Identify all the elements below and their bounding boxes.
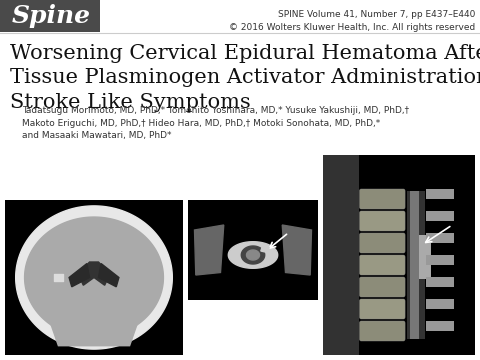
FancyBboxPatch shape <box>360 299 405 319</box>
FancyBboxPatch shape <box>360 277 405 297</box>
Bar <box>426 211 454 221</box>
Polygon shape <box>81 324 108 343</box>
Bar <box>419 235 431 279</box>
Bar <box>323 155 475 355</box>
Bar <box>407 191 425 339</box>
Bar <box>5 200 183 355</box>
Bar <box>426 233 454 243</box>
Polygon shape <box>194 225 224 275</box>
Polygon shape <box>261 245 269 252</box>
Bar <box>426 189 454 199</box>
Polygon shape <box>16 206 172 349</box>
Bar <box>323 155 360 355</box>
FancyBboxPatch shape <box>360 255 405 275</box>
Bar <box>426 255 454 265</box>
Bar <box>409 191 419 339</box>
Text: Worsening Cervical Epidural Hematoma After
Tissue Plasminogen Activator Administ: Worsening Cervical Epidural Hematoma Aft… <box>10 44 480 112</box>
Polygon shape <box>49 320 139 346</box>
Polygon shape <box>98 264 119 287</box>
Polygon shape <box>24 217 163 338</box>
Polygon shape <box>241 246 264 264</box>
Bar <box>426 321 454 331</box>
Text: Tadatsugu Morimoto, MD, PhD,* Tomohito Yoshihara, MD,* Yusuke Yakushiji, MD, PhD: Tadatsugu Morimoto, MD, PhD,* Tomohito Y… <box>22 106 409 140</box>
Bar <box>188 200 318 300</box>
Bar <box>426 277 454 287</box>
FancyBboxPatch shape <box>360 233 405 253</box>
Polygon shape <box>78 262 110 285</box>
Bar <box>426 299 454 309</box>
Polygon shape <box>247 250 260 260</box>
FancyBboxPatch shape <box>360 189 405 209</box>
Polygon shape <box>228 242 278 268</box>
Text: Spine: Spine <box>12 4 91 28</box>
Polygon shape <box>69 264 90 287</box>
FancyBboxPatch shape <box>360 211 405 231</box>
Text: SPINE Volume 41, Number 7, pp E437–E440
© 2016 Wolters Kluwer Health, Inc. All r: SPINE Volume 41, Number 7, pp E437–E440 … <box>229 10 475 31</box>
Polygon shape <box>282 225 312 275</box>
Bar <box>0 0 100 32</box>
FancyBboxPatch shape <box>360 321 405 341</box>
